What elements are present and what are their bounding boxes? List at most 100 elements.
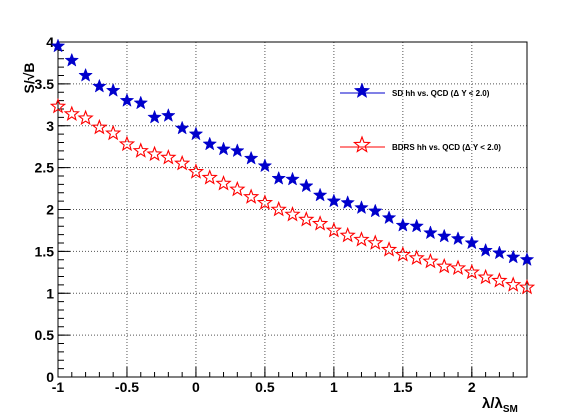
data-point xyxy=(353,231,370,247)
series-2 xyxy=(49,97,536,295)
data-point xyxy=(105,124,122,141)
axis-ticks xyxy=(57,41,528,378)
data-point xyxy=(408,249,425,266)
data-point xyxy=(423,225,438,240)
data-point xyxy=(242,188,260,204)
data-point xyxy=(339,226,356,243)
data-point xyxy=(464,235,480,250)
data-points xyxy=(49,38,536,295)
data-point xyxy=(77,109,94,126)
data-point xyxy=(477,268,494,285)
data-point xyxy=(202,136,218,151)
data-point xyxy=(63,105,80,121)
data-point xyxy=(436,257,453,274)
data-point xyxy=(91,118,108,135)
data-point xyxy=(215,174,232,191)
x-axis-title: λ/λSM xyxy=(482,395,518,415)
data-point xyxy=(463,263,480,280)
data-point xyxy=(105,82,121,97)
x-tick-labels: -1 -0.5 0 0.5 1 1.5 2 xyxy=(52,379,476,395)
y-tick-label: 3.5 xyxy=(35,76,55,92)
data-point xyxy=(354,200,369,215)
data-point xyxy=(173,154,191,171)
x-tick-label: -1 xyxy=(52,379,65,395)
y-tick-label: 1 xyxy=(46,285,54,301)
data-point xyxy=(311,215,329,231)
data-point xyxy=(50,38,66,53)
data-point xyxy=(422,252,439,269)
legend-entry-1: SD hh vs. QCD (Δ Y < 2.0) xyxy=(340,82,490,99)
data-point xyxy=(285,171,300,186)
data-point xyxy=(340,195,356,210)
x-tick-label: 0.5 xyxy=(255,379,275,395)
data-point xyxy=(367,234,384,250)
data-point xyxy=(92,78,107,93)
y-axis-title: S/√B xyxy=(21,62,37,93)
y-tick-label: 1.5 xyxy=(35,243,55,259)
data-point xyxy=(271,170,287,185)
data-point xyxy=(229,143,245,158)
data-point xyxy=(298,178,314,193)
x-tick-label: 2 xyxy=(468,379,476,395)
data-point xyxy=(381,210,397,225)
x-axis-title-main: λ/λ xyxy=(482,395,504,412)
data-point xyxy=(133,95,149,110)
legend: SD hh vs. QCD (Δ Y < 2.0) BDRS hh vs. QCD… xyxy=(340,82,501,153)
x-tick-label: -0.5 xyxy=(115,379,139,395)
data-point xyxy=(325,221,343,238)
data-point xyxy=(119,92,135,107)
data-point xyxy=(505,249,521,264)
x-tick-label: 1.5 xyxy=(393,379,413,395)
y-tick-label: 0 xyxy=(46,369,54,385)
series-1 xyxy=(50,38,535,266)
x-axis-title-sub: SM xyxy=(503,404,518,415)
data-point xyxy=(146,145,163,162)
data-point xyxy=(298,210,315,227)
data-point xyxy=(174,120,190,135)
data-point xyxy=(505,276,522,292)
legend-label: BDRS hh vs. QCD (Δ Y < 2.0) xyxy=(392,143,501,152)
data-point xyxy=(519,252,535,266)
data-point xyxy=(147,109,162,124)
data-point xyxy=(216,141,231,156)
data-point xyxy=(518,278,536,295)
data-point xyxy=(270,200,287,217)
data-point xyxy=(132,142,149,158)
data-point xyxy=(284,205,301,222)
legend-marker xyxy=(352,135,372,153)
data-point xyxy=(312,187,328,202)
data-point xyxy=(118,135,136,152)
data-point xyxy=(367,203,383,218)
legend-marker xyxy=(353,82,371,99)
data-point xyxy=(380,241,398,257)
y-tick-label: 4 xyxy=(46,34,54,50)
y-tick-label: 3 xyxy=(46,118,54,134)
x-tick-label: 1 xyxy=(330,379,338,395)
data-point xyxy=(78,67,93,82)
data-point xyxy=(161,107,176,122)
y-tick-label: 2 xyxy=(46,202,54,218)
data-point xyxy=(64,52,80,67)
y-tick-labels: 0 0.5 1 1.5 2 2.5 3 3.5 4 xyxy=(35,34,55,385)
data-point xyxy=(449,259,467,276)
legend-label: SD hh vs. QCD (Δ Y < 2.0) xyxy=(392,89,490,98)
x-tick-label: 0 xyxy=(192,379,200,395)
data-point xyxy=(492,245,507,260)
data-point xyxy=(409,218,424,233)
data-point xyxy=(257,158,273,173)
data-point xyxy=(243,150,259,165)
data-point xyxy=(160,148,177,165)
data-point xyxy=(478,242,493,257)
data-point xyxy=(229,180,246,197)
y-tick-label: 0.5 xyxy=(35,327,55,343)
data-point xyxy=(395,217,411,232)
data-point xyxy=(436,228,452,243)
grid xyxy=(58,42,527,377)
data-point xyxy=(326,193,342,208)
y-tick-label: 2.5 xyxy=(35,160,55,176)
data-point xyxy=(450,231,466,246)
data-point xyxy=(394,246,412,262)
data-point xyxy=(187,163,205,179)
data-point xyxy=(256,194,274,210)
